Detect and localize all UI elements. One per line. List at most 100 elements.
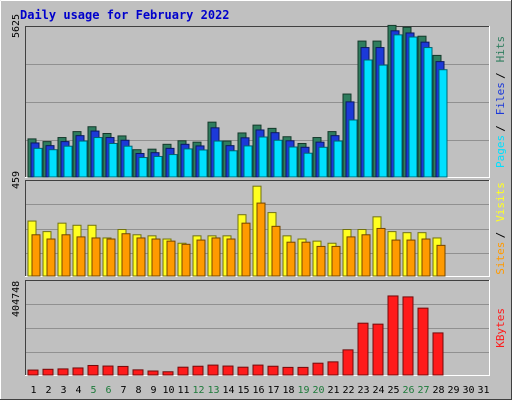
bar-kbytes-day-18: [282, 366, 294, 376]
bar-sites-day-10: [166, 240, 176, 277]
bar-kbytes-day-3: [57, 368, 69, 376]
bar-sites-day-6: [106, 238, 116, 277]
panel-max-label: 5625: [11, 14, 22, 38]
bar-pages-day-2: [48, 149, 58, 178]
x-tick-label: 11: [177, 385, 189, 396]
side-label-kbytes: KBytes: [494, 308, 507, 348]
x-tick-label: 27: [417, 385, 429, 396]
bar-sites-day-19: [301, 241, 311, 277]
bar-kbytes-day-5: [87, 364, 99, 376]
x-tick-label: 3: [60, 385, 66, 396]
bar-kbytes-day-27: [417, 307, 429, 376]
bar-kbytes-day-17: [267, 365, 279, 376]
x-tick-label: 2: [45, 385, 51, 396]
x-axis: 1 2 3 4 5 6 7 8 9 10 11 12 13 14 15 16 17 18 19 20 21 22 23 24 2…: [30, 385, 489, 396]
bar-sites-day-5: [91, 237, 101, 277]
bar-kbytes-day-10: [162, 371, 174, 376]
x-tick-label: 5: [90, 385, 96, 396]
x-tick-label: 6: [105, 385, 111, 396]
x-tick-label: 16: [252, 385, 264, 396]
bar-kbytes-day-9: [147, 370, 159, 376]
bar-sites-day-15: [241, 222, 251, 277]
bar-pages-day-26: [408, 36, 418, 178]
bar-pages-day-3: [63, 145, 73, 178]
bar-sites-day-23: [361, 234, 371, 277]
side-label-visits: Visits: [494, 182, 507, 222]
x-tick-label: 21: [327, 385, 339, 396]
bar-pages-day-12: [198, 149, 208, 178]
x-tick-label: 22: [342, 385, 354, 396]
x-tick-label: 28: [432, 385, 444, 396]
bar-sites-day-20: [316, 245, 326, 277]
x-tick-label: 18: [282, 385, 294, 396]
bar-pages-day-10: [168, 154, 178, 178]
bar-sites-day-12: [196, 239, 206, 277]
bar-kbytes-day-21: [327, 361, 339, 376]
bar-sites-day-3: [61, 234, 71, 277]
panel-max-label: 404748: [11, 281, 22, 317]
bar-kbytes-day-24: [372, 323, 384, 376]
side-label-separator: /: [494, 72, 507, 79]
bar-kbytes-day-12: [192, 365, 204, 376]
bar-pages-day-21: [333, 140, 343, 178]
panel-side-label: KBytes: [494, 308, 507, 348]
bar-sites-day-26: [406, 239, 416, 277]
side-label-sites: Sites: [494, 242, 507, 275]
bar-pages-day-1: [33, 147, 43, 178]
bar-pages-day-19: [303, 152, 313, 178]
bar-sites-day-28: [436, 244, 446, 277]
chart-title: Daily usage for February 2022: [20, 8, 230, 22]
bar-kbytes-day-8: [132, 369, 144, 376]
bar-sites-day-4: [76, 236, 86, 277]
x-tick-label: 7: [120, 385, 126, 396]
x-tick-label: 13: [207, 385, 219, 396]
x-tick-label: 4: [75, 385, 81, 396]
x-tick-label: 24: [372, 385, 384, 396]
bar-kbytes-day-26: [402, 296, 414, 376]
bar-pages-day-7: [123, 145, 133, 178]
bar-kbytes-day-7: [117, 365, 129, 376]
bar-kbytes-day-23: [357, 322, 369, 376]
bar-pages-day-5: [93, 137, 103, 178]
bar-sites-day-22: [346, 236, 356, 277]
bar-pages-day-4: [78, 140, 88, 178]
bar-kbytes-day-15: [237, 366, 249, 376]
bar-sites-day-25: [391, 239, 401, 277]
bar-sites-day-2: [46, 238, 56, 277]
bar-pages-day-13: [213, 140, 223, 178]
bar-sites-day-18: [286, 241, 296, 277]
bar-sites-day-1: [31, 234, 41, 277]
side-label-separator: /: [494, 232, 507, 239]
panel-side-label: Sites / Visits: [494, 182, 507, 275]
bar-sites-day-14: [226, 238, 236, 277]
bar-kbytes-day-14: [222, 365, 234, 376]
bar-sites-day-24: [376, 227, 386, 277]
bar-kbytes-day-25: [387, 295, 399, 376]
bar-pages-day-14: [228, 150, 238, 178]
bar-pages-day-18: [288, 146, 298, 178]
x-tick-label: 1: [30, 385, 36, 396]
side-label-separator: /: [494, 125, 507, 132]
bar-sites-day-21: [331, 245, 341, 277]
bar-sites-day-27: [421, 238, 431, 277]
bar-pages-day-25: [393, 34, 403, 178]
x-tick-label: 30: [462, 385, 474, 396]
bar-pages-day-23: [363, 59, 373, 178]
x-tick-label: 25: [387, 385, 399, 396]
bar-pages-day-20: [318, 146, 328, 178]
bar-sites-day-16: [256, 202, 266, 277]
bar-sites-day-8: [136, 237, 146, 277]
panel-visits: 459 Sites / Visits: [11, 171, 507, 277]
bar-kbytes-day-20: [312, 362, 324, 376]
bar-kbytes-day-13: [207, 364, 219, 376]
bar-kbytes-day-4: [72, 367, 84, 376]
bar-pages-day-17: [273, 139, 283, 178]
bar-sites-day-17: [271, 225, 281, 277]
bar-sites-day-9: [151, 238, 161, 277]
bar-pages-day-15: [243, 145, 253, 178]
bar-pages-day-8: [138, 157, 148, 178]
x-tick-label: 15: [237, 385, 249, 396]
x-tick-label: 9: [150, 385, 156, 396]
x-tick-label: 23: [357, 385, 369, 396]
chart-panels: 5625 Pages / Files / Hits 459 Sites / Visits 40474…: [11, 14, 507, 376]
